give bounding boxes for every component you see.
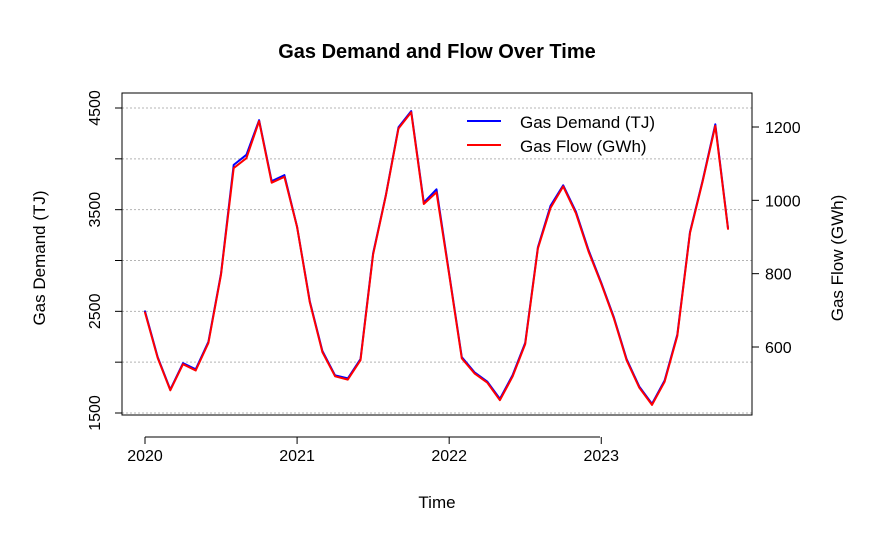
grid-layer [122, 107, 752, 414]
x-axis-label: Time [418, 493, 455, 512]
series-line-gas-flow [144, 111, 729, 406]
y-tick-label-left: 4500 [87, 90, 104, 126]
y-axis-label-right: Gas Flow (GWh) [828, 195, 847, 322]
y-tick-label-right: 1000 [765, 193, 801, 210]
y-axis-right: 600 800 1000 1200 [751, 120, 801, 357]
legend: Gas Demand (TJ) Gas Flow (GWh) [467, 113, 655, 156]
y-axis-label-left: Gas Demand (TJ) [30, 190, 49, 325]
y-tick-label-left: 2500 [87, 293, 104, 329]
chart-title: Gas Demand and Flow Over Time [278, 41, 596, 63]
legend-label-demand: Gas Demand (TJ) [520, 113, 655, 132]
y-axis-left: 1500 2500 3500 4500 [87, 90, 123, 431]
y-tick-label-left: 1500 [87, 395, 104, 431]
legend-label-flow: Gas Flow (GWh) [520, 137, 647, 156]
y-tick-label-right: 600 [765, 340, 792, 357]
y-tick-label-left: 3500 [87, 192, 104, 228]
y-tick-label-right: 800 [765, 267, 792, 284]
series-layer [144, 110, 729, 406]
y-tick-label-right: 1200 [765, 120, 801, 137]
plot-frame [121, 92, 753, 416]
x-axis: 2020 2021 2022 2023 [127, 436, 619, 465]
x-tick-label: 2021 [279, 448, 315, 465]
x-tick-label: 2020 [127, 448, 163, 465]
x-tick-label: 2023 [583, 448, 619, 465]
x-tick-label: 2022 [431, 448, 467, 465]
